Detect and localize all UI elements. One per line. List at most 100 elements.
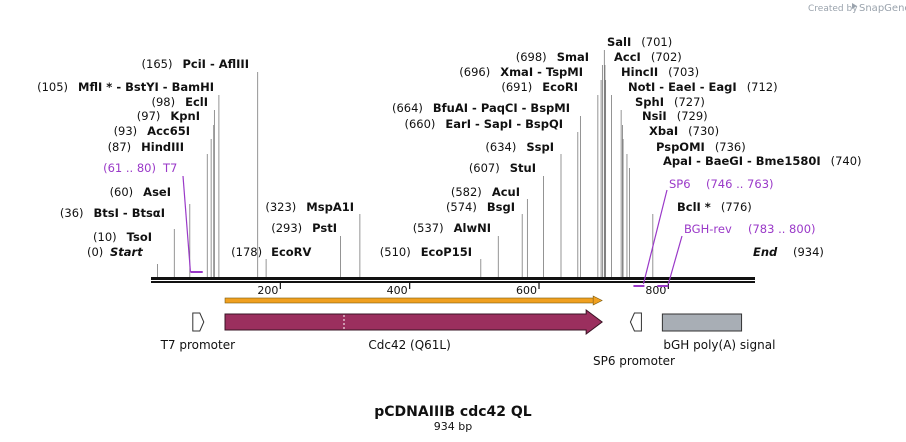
tick-label-400: 400 <box>387 284 408 297</box>
site-labels: TsoI(10)BtsI - BtsαI(36)AseI(60)HindIII(… <box>37 35 861 259</box>
primer-range: (61 .. 80) <box>103 161 156 175</box>
site-label-noti-eaei-eagi: NotI - EaeI - EagI (712) <box>628 80 778 94</box>
cds-arrow-shape <box>224 309 603 335</box>
orf-bar-arrowhead <box>592 295 603 306</box>
features: T7 promoter Cdc42 (Q61L) SP6 promoter bGH p… <box>160 295 775 368</box>
start-position: (0) <box>87 245 103 259</box>
site-position: (537) <box>413 221 444 235</box>
site-name: StuI <box>510 161 536 175</box>
site-name: ApaI - BaeGI - Bme1580I <box>663 154 821 168</box>
site-name: BclI * <box>677 200 711 214</box>
site-name: TsoI <box>127 230 152 244</box>
backbone <box>151 277 755 283</box>
site-position: (634) <box>485 140 516 154</box>
site-label-acc65i: Acc65I (93) <box>114 124 190 138</box>
primer-range: (783 .. 800) <box>748 222 816 236</box>
site-position: (87) <box>108 140 132 154</box>
site-label-bfuai-paqci-bspmi: BfuAI - PaqCI - BspMI (664) <box>392 101 570 115</box>
primers: (61 .. 80) T7 SP6 (746 .. 763) BGH-rev (783 .… <box>103 161 816 287</box>
site-label-xbai: XbaI (730) <box>649 124 719 138</box>
site-label-acci: AccI (702) <box>614 50 682 64</box>
credit-brand: SnapGene <box>859 3 906 14</box>
site-position: (607) <box>469 161 500 175</box>
site-position: (730) <box>688 124 719 138</box>
site-position: (703) <box>668 65 699 79</box>
site-name: SphI <box>635 95 664 109</box>
primer-name: BGH-rev <box>684 222 732 236</box>
site-name: SalI <box>607 35 631 49</box>
end-marker: End (934) <box>753 245 824 259</box>
site-position: (701) <box>641 35 672 49</box>
site-name: EarI - SapI - BspQI <box>445 117 563 131</box>
site-label-btsi-bts-i: BtsI - BtsαI (36) <box>60 206 165 220</box>
site-position: (105) <box>37 80 68 94</box>
site-name: HindIII <box>141 140 184 154</box>
site-position: (10) <box>93 230 117 244</box>
site-name: Acc65I <box>147 124 190 138</box>
orf-bar <box>224 295 603 306</box>
credit-text: Created by <box>808 4 858 14</box>
map-length: 934 bp <box>434 420 472 433</box>
primer-bgh-rev: BGH-rev (783 .. 800) <box>657 222 816 287</box>
site-label-smai: SmaI (698) <box>516 50 589 64</box>
site-name: HincII <box>621 65 658 79</box>
site-label-kpni: KpnI (97) <box>137 109 200 123</box>
site-position: (574) <box>446 200 477 214</box>
site-label-acui: AcuI (582) <box>451 185 520 199</box>
primer-name: SP6 <box>669 177 691 191</box>
site-name: XmaI - TspMI <box>500 65 583 79</box>
site-label-sali: SalI (701) <box>607 35 672 49</box>
site-label-sspi: SspI (634) <box>485 140 554 154</box>
site-name: PspOMI <box>656 140 705 154</box>
primer-leader <box>182 175 192 273</box>
site-label-ecli: EclI (98) <box>151 95 208 109</box>
promoter-arrow-shape <box>629 312 642 332</box>
ruler-ticks: 200 400 600 800 <box>257 283 669 297</box>
tick-label-600: 600 <box>516 284 537 297</box>
site-name: MspA1I <box>306 200 354 214</box>
site-name: AlwNI <box>454 221 491 235</box>
site-position: (691) <box>501 80 532 94</box>
site-name: BtsI - BtsαI <box>94 206 165 220</box>
primer-name: T7 <box>162 161 177 175</box>
site-position: (165) <box>142 57 173 71</box>
promoter-arrow-shape <box>192 312 205 332</box>
site-position: (776) <box>721 200 752 214</box>
site-position: (98) <box>151 95 175 109</box>
site-position: (582) <box>451 185 482 199</box>
primer-leader <box>667 235 683 285</box>
site-label-hincii: HincII (703) <box>621 65 699 79</box>
site-name: MflI * - BstYI - BamHI <box>78 80 214 94</box>
site-name: EcoP15I <box>421 245 472 259</box>
site-name: NsiI <box>642 109 667 123</box>
site-label-mfli-bstyi-bamhi: MflI * - BstYI - BamHI (105) <box>37 80 214 94</box>
feature-label: T7 promoter <box>160 338 236 352</box>
site-label-ecop15i: EcoP15I (510) <box>380 245 472 259</box>
site-position: (660) <box>404 117 435 131</box>
site-label-ecorv: (178) EcoRV <box>231 245 311 259</box>
site-name: BfuAI - PaqCI - BspMI <box>433 101 570 115</box>
site-position: (36) <box>60 206 84 220</box>
primer-leader <box>642 189 668 285</box>
feature-label: SP6 promoter <box>593 354 675 368</box>
feature-label: bGH poly(A) signal <box>663 338 775 352</box>
feature-sp6-promoter: SP6 promoter <box>593 312 675 368</box>
start-marker: (0) Start <box>87 245 143 259</box>
site-name: PciI - AflIII <box>182 57 249 71</box>
site-name: NotI - EaeI - EagI <box>628 80 737 94</box>
site-label-hindiii: HindIII (87) <box>108 140 184 154</box>
site-name: SmaI <box>557 50 589 64</box>
site-position: (740) <box>831 154 862 168</box>
site-position: (664) <box>392 101 423 115</box>
feature-cdc42: Cdc42 (Q61L) <box>224 309 603 352</box>
polya-box <box>661 313 743 332</box>
site-position: (293) <box>271 221 302 235</box>
snapgene-credit: Created by SnapGene <box>808 3 906 14</box>
site-position: (712) <box>747 80 778 94</box>
site-label-psti: PstI (293) <box>271 221 337 235</box>
site-name: BsgI <box>487 200 515 214</box>
tick-label-800: 800 <box>645 284 666 297</box>
feature-bgh-polya: bGH poly(A) signal <box>661 313 775 352</box>
site-label-nsii: NsiI (729) <box>642 109 708 123</box>
map-title: pCDNAIIIB cdc42 QL <box>374 404 532 420</box>
